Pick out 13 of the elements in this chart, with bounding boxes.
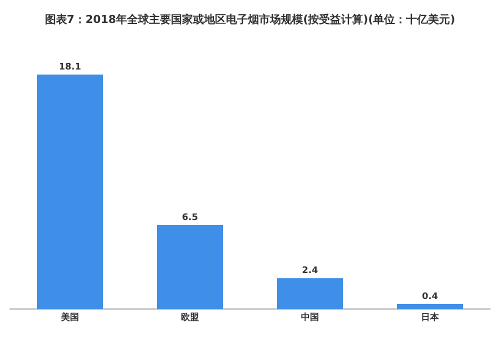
data-label: 2.4 <box>302 266 318 276</box>
bar <box>277 278 343 310</box>
data-label: 0.4 <box>422 292 438 302</box>
x-tick-label: 中国 <box>301 312 319 322</box>
bar <box>37 74 103 310</box>
x-tick-label: 欧盟 <box>181 312 199 322</box>
bar <box>397 304 463 310</box>
bar <box>157 224 223 310</box>
data-label: 6.5 <box>182 212 198 223</box>
chart-title: 图表7：2018年全球主要国家或地区电子烟市场规模(按受益计算)(单位：十亿美元) <box>44 12 456 27</box>
x-tick-label: 美国 <box>60 312 79 322</box>
x-tick-label: 日本 <box>421 312 440 322</box>
data-label: 18.1 <box>58 62 82 72</box>
